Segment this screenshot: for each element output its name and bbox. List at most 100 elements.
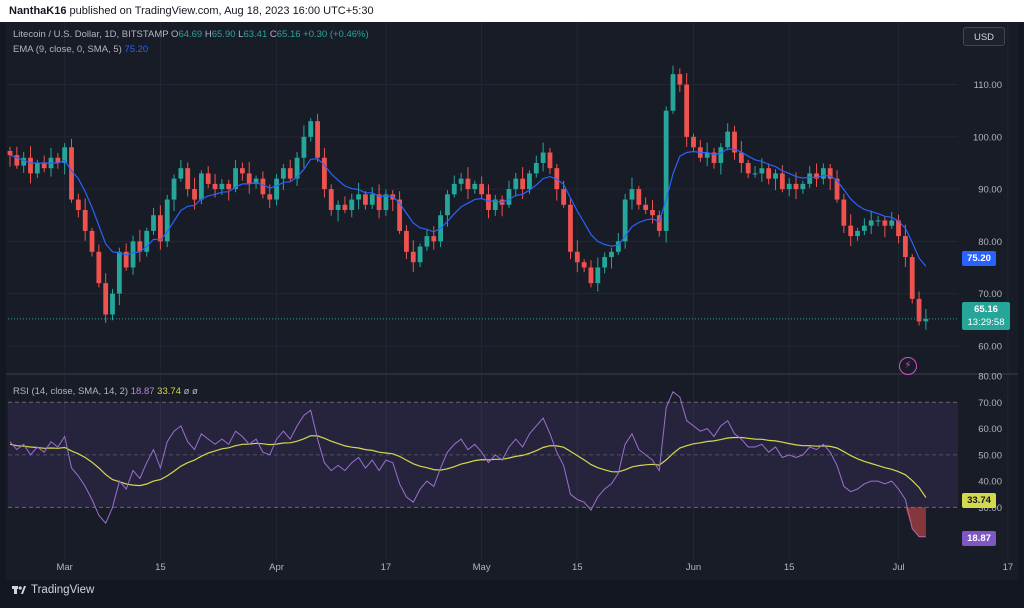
candle-body bbox=[233, 168, 238, 190]
candle-body bbox=[568, 204, 573, 252]
candle-body bbox=[349, 199, 355, 210]
rsi-sma-legend-value: 33.74 bbox=[157, 386, 181, 397]
candle-body bbox=[752, 173, 758, 175]
site-name[interactable]: TradingView.com bbox=[134, 5, 219, 17]
candle-body bbox=[410, 251, 416, 263]
candle-body bbox=[738, 152, 744, 163]
candle-body bbox=[561, 189, 567, 205]
candle-body bbox=[445, 194, 450, 216]
candle-body bbox=[909, 257, 915, 299]
rsi-tick-label: 70.00 bbox=[978, 398, 1002, 409]
publisher-name[interactable]: NanthaK16 bbox=[9, 5, 67, 17]
rsi-legend-value: 18.87 bbox=[130, 386, 155, 397]
high-value: 65.90 bbox=[211, 29, 236, 40]
candle-body bbox=[834, 178, 840, 200]
candle-body bbox=[369, 194, 375, 205]
candle-body bbox=[335, 204, 341, 210]
ema-price-tag: 75.20 bbox=[962, 251, 996, 266]
candle-body bbox=[123, 251, 129, 268]
candle-body bbox=[527, 173, 532, 190]
candle-body bbox=[287, 168, 293, 179]
rsi-line bbox=[9, 391, 926, 538]
candle-body bbox=[793, 183, 799, 190]
candle-body bbox=[212, 183, 218, 190]
candle-body bbox=[185, 168, 191, 190]
candle-body bbox=[239, 168, 245, 174]
candle-body bbox=[226, 183, 232, 190]
candle-body bbox=[855, 230, 860, 237]
candle-body bbox=[424, 236, 430, 247]
rsi-legend[interactable]: RSI (14, close, SMA, 14, 2) 18.87 33.74 … bbox=[13, 386, 198, 397]
candle-body bbox=[656, 215, 662, 231]
time-tick-label: 17 bbox=[381, 562, 392, 573]
time-tick-label: May bbox=[473, 562, 491, 573]
ema-legend-value: 75.20 bbox=[124, 44, 149, 55]
candle-body bbox=[322, 157, 327, 190]
candle-body bbox=[588, 267, 594, 284]
candle-body bbox=[96, 251, 102, 284]
candle-body bbox=[192, 189, 197, 200]
candle-body bbox=[41, 162, 47, 169]
candle-body bbox=[800, 183, 806, 190]
rsi-tick-label: 40.00 bbox=[978, 477, 1002, 488]
candle-body bbox=[513, 178, 519, 190]
candle-body bbox=[486, 194, 491, 210]
candle-body bbox=[581, 262, 587, 268]
rsi-oversold-fill bbox=[905, 507, 926, 537]
candle-body bbox=[533, 162, 539, 174]
candle-body bbox=[896, 220, 901, 237]
publisher-bar: NanthaK16 published on TradingView.com, … bbox=[0, 0, 1024, 22]
candle-body bbox=[807, 173, 813, 184]
price-tick-label: 80.00 bbox=[978, 237, 1002, 248]
candle-body bbox=[431, 236, 437, 242]
candle-body bbox=[130, 241, 136, 268]
candle-body bbox=[779, 173, 785, 190]
candle-body bbox=[404, 230, 409, 252]
price-tick-label: 100.00 bbox=[973, 132, 1002, 143]
rsi-tick-label: 50.00 bbox=[978, 450, 1002, 461]
lightning-icon[interactable]: ⚡ bbox=[899, 357, 917, 375]
candle-body bbox=[848, 225, 854, 237]
candle-body bbox=[144, 230, 150, 252]
candle-body bbox=[636, 189, 642, 205]
time-tick-label: 17 bbox=[1003, 562, 1014, 573]
chart-area[interactable] bbox=[6, 22, 1018, 580]
candle-body bbox=[492, 199, 498, 210]
open-value: 64.69 bbox=[178, 29, 203, 40]
candle-body bbox=[691, 136, 696, 148]
symbol-title: Litecoin / U.S. Dollar, 1D, BITSTAMP bbox=[13, 29, 169, 40]
candle-body bbox=[451, 183, 457, 195]
candle-body bbox=[574, 251, 580, 263]
published-on-text: published on bbox=[69, 5, 132, 17]
time-tick-label: 15 bbox=[572, 562, 583, 573]
close-label: C bbox=[269, 29, 277, 40]
time-axis: Mar15Apr17May15Jun15Jul17Aug21 bbox=[56, 562, 1014, 573]
price-tick-label: 60.00 bbox=[978, 341, 1002, 352]
candle-body bbox=[868, 220, 874, 226]
currency-button[interactable]: USD bbox=[963, 27, 1005, 46]
last-price-value: 65.16 bbox=[974, 304, 998, 315]
candle-body bbox=[458, 178, 464, 184]
rsi-label: RSI (14, close, SMA, 14, 2) bbox=[13, 386, 129, 397]
time-tick-label: Jun bbox=[686, 562, 701, 573]
candlestick-series bbox=[7, 65, 929, 330]
time-tick-label: Mar bbox=[56, 562, 72, 573]
time-tick-label: Jul bbox=[892, 562, 904, 573]
candle-body bbox=[595, 267, 601, 284]
price-axis: 110.00 100.00 90.00 80.00 70.00 60.00 bbox=[973, 80, 1002, 352]
candle-body bbox=[82, 210, 88, 231]
candle-body bbox=[889, 220, 895, 226]
candle-body bbox=[786, 183, 792, 190]
time-tick-label: 15 bbox=[784, 562, 795, 573]
ema-legend[interactable]: EMA (9, close, 0, SMA, 5) 75.20 bbox=[13, 44, 148, 55]
time-tick-label: Apr bbox=[269, 562, 284, 573]
candle-body bbox=[629, 189, 635, 200]
candle-body bbox=[643, 204, 649, 210]
tradingview-logo[interactable]: TradingView bbox=[12, 584, 94, 596]
rsi-sma-tag: 33.74 bbox=[962, 493, 996, 508]
candle-body bbox=[704, 152, 710, 158]
candle-body bbox=[315, 121, 320, 158]
symbol-legend[interactable]: Litecoin / U.S. Dollar, 1D, BITSTAMP O64… bbox=[13, 29, 369, 40]
candle-body bbox=[622, 199, 628, 242]
